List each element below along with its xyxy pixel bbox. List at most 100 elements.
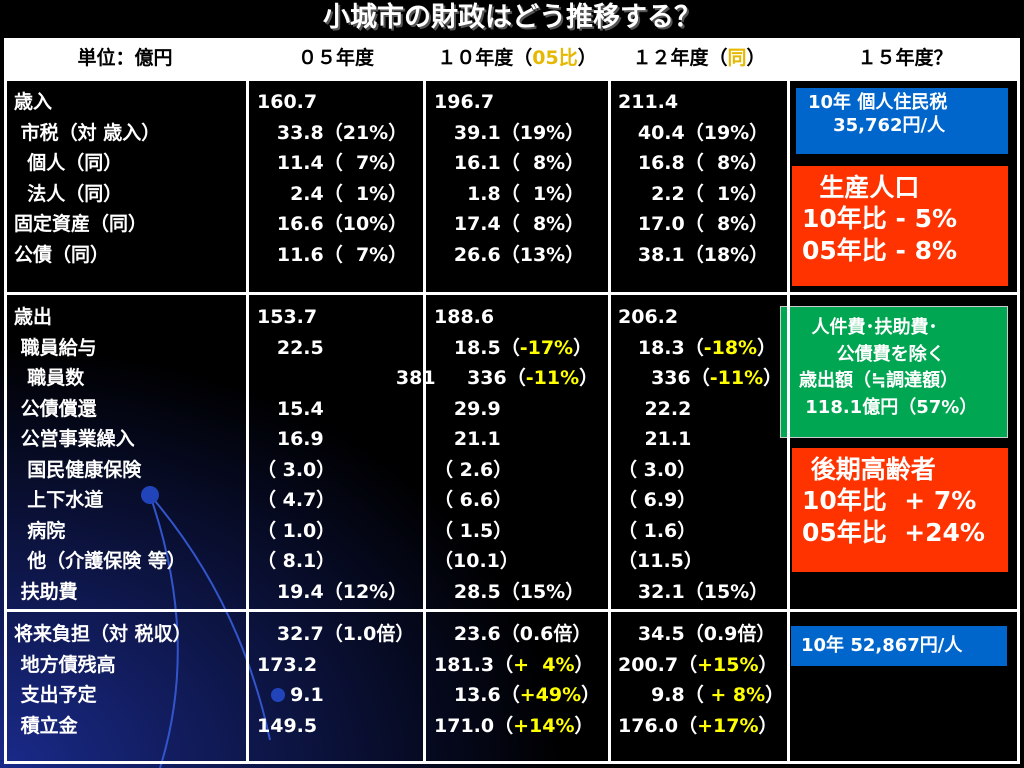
exp-row-label: 公債償還	[14, 397, 97, 420]
fut-y05-cell: 32.7（1.0倍）	[257, 619, 415, 650]
fut-row-label: 将来負担（対 税収）	[14, 623, 192, 645]
change-percent: + 4%	[513, 653, 575, 676]
cell-value: （ 1.5）	[434, 519, 513, 542]
exp-y10-cell: （ 2.6）	[434, 455, 598, 486]
cell-value: 9.1	[257, 684, 324, 706]
exp-y05-cell: 16.9	[257, 424, 436, 455]
exp-row-label: 国民健康保険	[14, 458, 142, 481]
cell-value: 381	[257, 367, 436, 389]
fut-y10-cell: 23.6（0.6倍）	[434, 619, 600, 650]
cell-value: 29.9	[434, 397, 501, 420]
change-percent: +17%	[697, 714, 759, 737]
expenditure-2010: 188.6 18.5（-17%） 336（-11%） 29.9 21.1 （ 2.…	[434, 302, 598, 607]
exp-y10-cell: 336（-11%）	[434, 363, 598, 394]
exp-y05-cell: 153.7	[257, 302, 436, 333]
cell-value: 23.6（0.6倍）	[434, 623, 592, 645]
header-2012-a: １２年度（	[632, 47, 728, 69]
grid-line	[4, 609, 1020, 612]
cell-value: （ 3.0）	[257, 458, 336, 481]
cell-value: 19.4（12%）	[257, 580, 408, 603]
cell-value: ）	[763, 367, 783, 389]
cell-value: （ 4.7）	[257, 489, 336, 511]
cell-value: （ 6.6）	[434, 489, 513, 511]
change-percent: + 8%	[703, 684, 766, 706]
cell-value: （ 6.9）	[618, 489, 697, 511]
cell-value: 32.1（15%）	[618, 580, 769, 603]
cell-value: 32.7（1.0倍）	[257, 623, 415, 645]
rev-y10-cell: 16.1（ 8%）	[434, 152, 585, 174]
exp-y05-cell: （ 4.7）	[257, 485, 436, 516]
rev-row-label: 市税（対 歳入）	[14, 121, 161, 144]
rev-y12-cell: 17.0（ 8%）	[618, 213, 769, 235]
fut-row-label: 積立金	[14, 714, 78, 737]
cell-value: 206.2	[618, 306, 679, 328]
change-percent: -18%	[703, 336, 758, 359]
finance-table: 単位：億円 ０５年度 １０年度（05比） １２年度（同） １５年度？ 歳入 市税…	[4, 38, 1020, 764]
exp-y12-cell: 336（-11%）	[618, 363, 782, 394]
cell-value: （ 1.0）	[257, 519, 336, 542]
rev-y05-cell: 2.4（ 1%）	[257, 182, 408, 205]
working-population-box: 生産人口 10年比 - 5% 05年比 - 8%	[792, 166, 1008, 286]
cell-value: 15.4	[257, 397, 324, 420]
exp-row-label: 歳出	[14, 306, 53, 328]
exp-y05-cell: （ 3.0）	[257, 455, 436, 486]
grid-line	[246, 38, 249, 764]
revenue-2010: 196.7 39.1（19%） 16.1（ 8%） 1.8（ 1%） 17.4（…	[434, 87, 584, 270]
fut-row-label: 地方債残高	[14, 653, 116, 676]
cell-value: 149.5	[257, 714, 318, 737]
exp-y05-cell: 15.4	[257, 394, 436, 425]
exp-y05-cell: 381	[257, 363, 436, 394]
rev-y05-cell: 160.7	[257, 91, 318, 113]
tax-per-capita-box: 10年 個人住民税 35,762円/人	[796, 88, 1008, 154]
cell-value: ）	[579, 367, 599, 389]
future-2012: 34.5（0.9倍） 200.7（+15%） 9.8（ + 8%） 176.0（+1…	[618, 619, 784, 741]
cell-value: 9.8（	[618, 684, 704, 706]
expenditure-2005: 153.7 22.5 381 15.4 16.9 （ 3.0） （ 4.7） （ 1.…	[257, 302, 436, 607]
grid-line	[1017, 38, 1020, 764]
cell-value: （ 1.6）	[618, 519, 697, 542]
grid-line	[608, 38, 611, 764]
exp-row-label: 職員給与	[14, 336, 97, 359]
grid-line	[4, 292, 1020, 295]
exp-y10-cell: 18.5（-17%）	[434, 333, 598, 364]
cell-value: （11.5）	[618, 550, 703, 572]
cell-value: 171.0（	[434, 714, 514, 737]
expenditure-2012: 206.2 18.3（-18%） 336（-11%） 22.2 21.1 （ 3.…	[618, 302, 782, 607]
change-percent: +15%	[697, 653, 759, 676]
fut-row-label: 支出予定	[14, 684, 97, 706]
fut-y12-cell: 200.7（+15%）	[618, 650, 784, 681]
rev-y05-cell: 11.4（ 7%）	[257, 152, 408, 174]
exp-y05-cell: 19.4（12%）	[257, 577, 436, 608]
rev-y05-cell: 11.6（ 7%）	[257, 243, 408, 266]
cell-value: 21.1	[434, 428, 501, 450]
future-labels: 将来負担（対 税収） 地方債残高 支出予定 積立金	[14, 619, 192, 741]
exp-row-label: 職員数	[14, 367, 85, 389]
change-percent: -17%	[519, 336, 574, 359]
rev-row-label: 個人（同）	[14, 152, 123, 174]
cell-value: 13.6（	[434, 684, 520, 706]
cell-value: ）	[574, 714, 594, 737]
cell-value: 200.7（	[618, 653, 698, 676]
fut-y05-cell: 149.5	[257, 711, 414, 742]
header-2010-a: １０年度（	[437, 47, 533, 69]
cell-value: 176.0（	[618, 714, 698, 737]
revenue-labels: 歳入 市税（対 歳入） 個人（同） 法人（同） 固定資産（同） 公債（同）	[14, 87, 160, 270]
cell-value: 173.2	[257, 653, 318, 676]
rev-y05-cell: 33.8（21%）	[257, 121, 408, 144]
grid-line	[4, 761, 1020, 764]
header-2010: １０年度（05比）	[426, 38, 608, 78]
rev-y12-cell: 2.2（ 1%）	[618, 182, 769, 205]
exp-y12-cell: （ 1.6）	[618, 516, 782, 547]
cell-value: 18.5（	[434, 336, 520, 359]
page-title: 小城市の財政はどう推移する？	[323, 2, 701, 33]
exp-row-label: 扶助費	[14, 580, 78, 603]
exp-y10-cell: （ 1.5）	[434, 516, 598, 547]
fut-y10-cell: 171.0（+14%）	[434, 711, 600, 742]
debt-per-capita-box: 10年 52,867円/人	[791, 626, 1007, 666]
rev-row-label: 公債（同）	[14, 243, 110, 266]
cell-value: 22.5	[257, 336, 324, 359]
cell-value: 18.3（	[618, 336, 704, 359]
cell-value: ）	[574, 653, 594, 676]
exp-y10-cell: 188.6	[434, 302, 598, 333]
exp-y10-cell: 28.5（15%）	[434, 577, 598, 608]
